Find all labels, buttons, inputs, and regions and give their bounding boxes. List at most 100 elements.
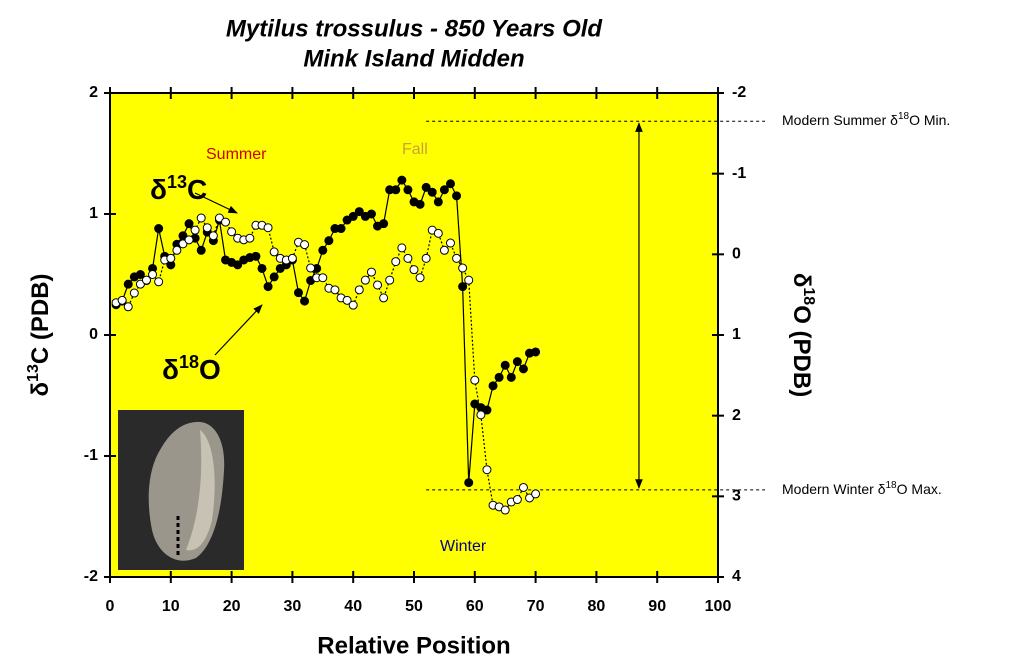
superscript: 13 <box>167 172 187 192</box>
annotation: Summer <box>206 146 267 163</box>
data-point <box>439 245 449 255</box>
series-line <box>115 178 536 483</box>
data-point <box>263 282 273 292</box>
data-point <box>287 253 297 263</box>
text-part: δ <box>150 174 167 205</box>
data-point <box>141 275 151 285</box>
y2-axis-title: δ18O (PDB) <box>788 273 817 397</box>
data-point <box>512 495 522 505</box>
shell-shade <box>186 430 215 551</box>
data-point <box>458 263 468 273</box>
data-point <box>263 223 273 233</box>
text-part: O Max. <box>897 481 942 497</box>
data-point <box>500 360 510 370</box>
data-point <box>221 217 231 227</box>
data-point <box>154 277 164 287</box>
data-point <box>354 207 364 217</box>
x-tick-label: 40 <box>344 598 362 615</box>
data-point <box>178 239 188 249</box>
shell-photo <box>118 410 244 570</box>
data-point <box>379 219 389 229</box>
data-point <box>306 263 316 273</box>
data-point <box>433 228 443 238</box>
label-arrow <box>214 304 263 356</box>
data-point <box>470 375 480 385</box>
data-point <box>403 253 413 263</box>
data-point <box>360 275 370 285</box>
superscript: 18 <box>179 352 199 372</box>
data-point <box>348 300 358 310</box>
data-point <box>354 285 364 295</box>
data-point <box>348 211 358 221</box>
x-tick-label: 100 <box>705 598 732 615</box>
data-point <box>123 302 133 312</box>
annotation: Fall <box>402 141 428 158</box>
y2-tick-label: 4 <box>732 568 741 585</box>
data-point <box>452 191 462 201</box>
text-part: O Min. <box>909 112 950 128</box>
chart-title: Mink Island Midden <box>303 45 524 72</box>
data-point <box>409 265 419 275</box>
x-tick-label: 0 <box>106 598 115 615</box>
data-point <box>190 225 200 235</box>
reference-label: Modern Winter δ18O Max. <box>782 480 942 497</box>
data-point <box>506 372 516 382</box>
data-point <box>196 245 206 255</box>
data-point <box>518 482 528 492</box>
data-point <box>117 295 127 305</box>
data-point <box>391 185 401 195</box>
data-point <box>196 213 206 223</box>
data-point <box>300 240 310 250</box>
data-point <box>154 224 164 234</box>
text-part: δ <box>162 354 179 385</box>
data-point <box>488 381 498 391</box>
data-point <box>251 251 261 261</box>
text-part: δ <box>27 382 54 397</box>
data-point <box>245 233 255 243</box>
y2-tick-label: 0 <box>732 246 741 263</box>
y2-tick-label: -2 <box>732 84 746 101</box>
chart-title: Mytilus trossulus - 850 Years Old <box>226 15 603 42</box>
data-point <box>531 489 541 499</box>
data-point <box>166 253 176 263</box>
data-point <box>452 253 462 263</box>
data-point <box>531 347 541 357</box>
data-point <box>427 187 437 197</box>
data-point <box>318 273 328 283</box>
label-arrow <box>194 192 238 214</box>
data-point <box>336 224 346 234</box>
data-point <box>482 465 492 475</box>
text-part: δ <box>788 273 815 288</box>
data-point <box>135 279 145 289</box>
data-point <box>257 263 267 273</box>
y2-tick-label: 2 <box>732 407 741 424</box>
text-part: C (PDB) <box>27 273 54 364</box>
text-part: Modern Winter δ <box>782 481 886 497</box>
text-part: O (PDB) <box>788 305 815 397</box>
data-point <box>227 227 237 237</box>
superscript: 18 <box>886 480 898 491</box>
data-point <box>269 247 279 257</box>
data-point <box>293 288 303 298</box>
data-point <box>525 493 535 503</box>
text-part: C <box>187 174 207 205</box>
data-point <box>324 236 334 246</box>
data-point <box>464 275 474 285</box>
text-part: Modern Summer δ <box>782 112 898 128</box>
data-point <box>397 243 407 253</box>
y-tick-label: 0 <box>89 326 98 343</box>
y2-tick-label: -1 <box>732 165 746 182</box>
superscript: 18 <box>800 287 817 305</box>
y-tick-label: -1 <box>84 447 98 464</box>
data-point <box>269 272 279 282</box>
data-point <box>202 223 212 233</box>
y2-tick-label: 1 <box>732 326 741 343</box>
data-point <box>458 282 468 292</box>
data-point <box>415 199 425 209</box>
data-point <box>403 185 413 195</box>
data-point <box>518 364 528 374</box>
data-point <box>184 235 194 245</box>
y-tick-label: -2 <box>84 568 98 585</box>
data-point <box>379 293 389 303</box>
data-point <box>476 410 486 420</box>
